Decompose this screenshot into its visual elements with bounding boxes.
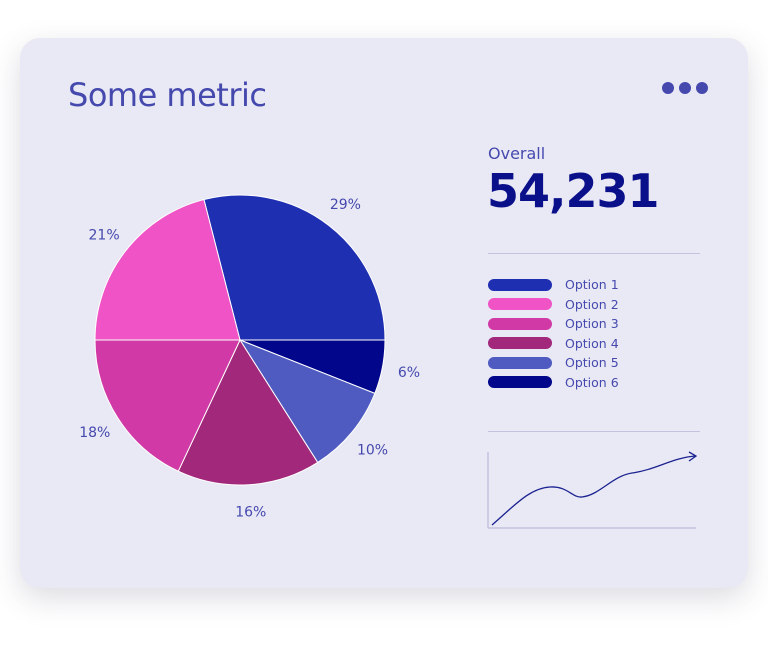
overall-label: Overall [488, 144, 546, 163]
divider [488, 431, 700, 432]
legend-swatch [488, 317, 552, 330]
legend-swatch [488, 376, 552, 389]
card-title: Some metric [68, 76, 267, 114]
legend-item: Option 4 [488, 334, 619, 354]
legend-swatch [488, 356, 552, 369]
divider [488, 253, 700, 254]
pie-slice-option-1[interactable] [203, 194, 386, 341]
legend-label: Option 2 [565, 296, 619, 312]
legend-item: Option 3 [488, 314, 619, 334]
pie-data-label: 18% [79, 425, 110, 441]
legend: Option 1 Option 2 Option 3 Option 4 Opti… [488, 275, 619, 392]
pie-data-label: 16% [235, 505, 266, 521]
legend-label: Option 5 [565, 355, 619, 371]
pie-slice-option-2[interactable] [94, 198, 241, 341]
legend-label: Option 6 [565, 374, 619, 390]
legend-label: Option 4 [565, 335, 619, 351]
pie-data-label: 29% [330, 197, 361, 213]
legend-item: Option 1 [488, 275, 619, 295]
pie-data-label: 6% [398, 365, 420, 381]
overall-value: 54,231 [487, 164, 660, 218]
pie-data-label: 21% [89, 228, 120, 244]
legend-swatch [488, 278, 552, 291]
legend-label: Option 3 [565, 316, 619, 332]
pie-slice-option-3[interactable] [94, 339, 241, 472]
more-horizontal-icon[interactable] [662, 82, 708, 94]
legend-item: Option 6 [488, 373, 619, 393]
legend-swatch [488, 298, 552, 311]
legend-label: Option 1 [565, 277, 619, 293]
legend-item: Option 2 [488, 295, 619, 315]
pie-slice-option-4[interactable] [177, 338, 319, 486]
legend-swatch [488, 337, 552, 350]
pie-slice-option-5[interactable] [238, 338, 376, 464]
pie-data-label: 10% [357, 443, 388, 459]
legend-item: Option 5 [488, 353, 619, 373]
